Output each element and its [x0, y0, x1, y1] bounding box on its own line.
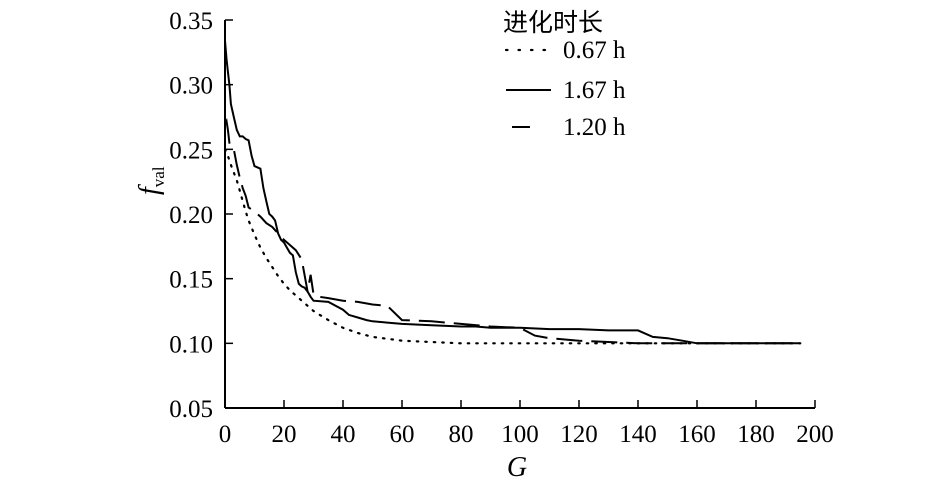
- x-tick-label: 120: [560, 421, 598, 448]
- axes: [224, 20, 815, 409]
- legend-label: 1.20 h: [563, 114, 626, 141]
- x-ticks: 0 20 40 60 80 100 120 140 160 180 200: [219, 400, 834, 448]
- legend-title: 进化时长: [503, 8, 603, 37]
- x-tick-label: 80: [449, 421, 474, 448]
- y-tick-label: 0.05: [169, 396, 213, 423]
- y-tick-label: 0.10: [169, 331, 213, 358]
- y-axis-title-main: f: [134, 184, 165, 195]
- legend: 进化时长 0.67 h 1.67 h 1.20 h: [503, 8, 626, 141]
- series-line-dotted: [223, 148, 802, 345]
- series-line-solid: [224, 40, 801, 345]
- y-tick-label: 0.30: [169, 73, 213, 100]
- x-tick-label: 40: [331, 421, 356, 448]
- y-ticks: 0.05 0.10 0.15 0.20 0.25 0.30 0.35: [169, 8, 233, 423]
- y-axis-title: fval: [134, 166, 168, 195]
- series-line-dashed: [224, 117, 801, 345]
- legend-label: 1.67 h: [563, 77, 626, 104]
- x-tick-label: 20: [272, 421, 297, 448]
- x-tick-label: 100: [501, 421, 539, 448]
- y-tick-label: 0.35: [169, 8, 213, 35]
- y-tick-label: 0.25: [169, 137, 213, 164]
- series-lines: [223, 40, 802, 345]
- x-axis-title: G: [507, 452, 527, 483]
- y-tick-label: 0.15: [169, 267, 213, 294]
- legend-label: 0.67 h: [563, 37, 626, 64]
- x-tick-label: 140: [619, 421, 657, 448]
- x-tick-label: 0: [219, 421, 232, 448]
- x-tick-label: 160: [678, 421, 716, 448]
- x-tick-label: 200: [796, 421, 834, 448]
- x-tick-label: 180: [737, 421, 775, 448]
- x-tick-label: 60: [390, 421, 415, 448]
- y-axis-title-subscript: val: [149, 166, 168, 187]
- y-tick-label: 0.20: [169, 202, 213, 229]
